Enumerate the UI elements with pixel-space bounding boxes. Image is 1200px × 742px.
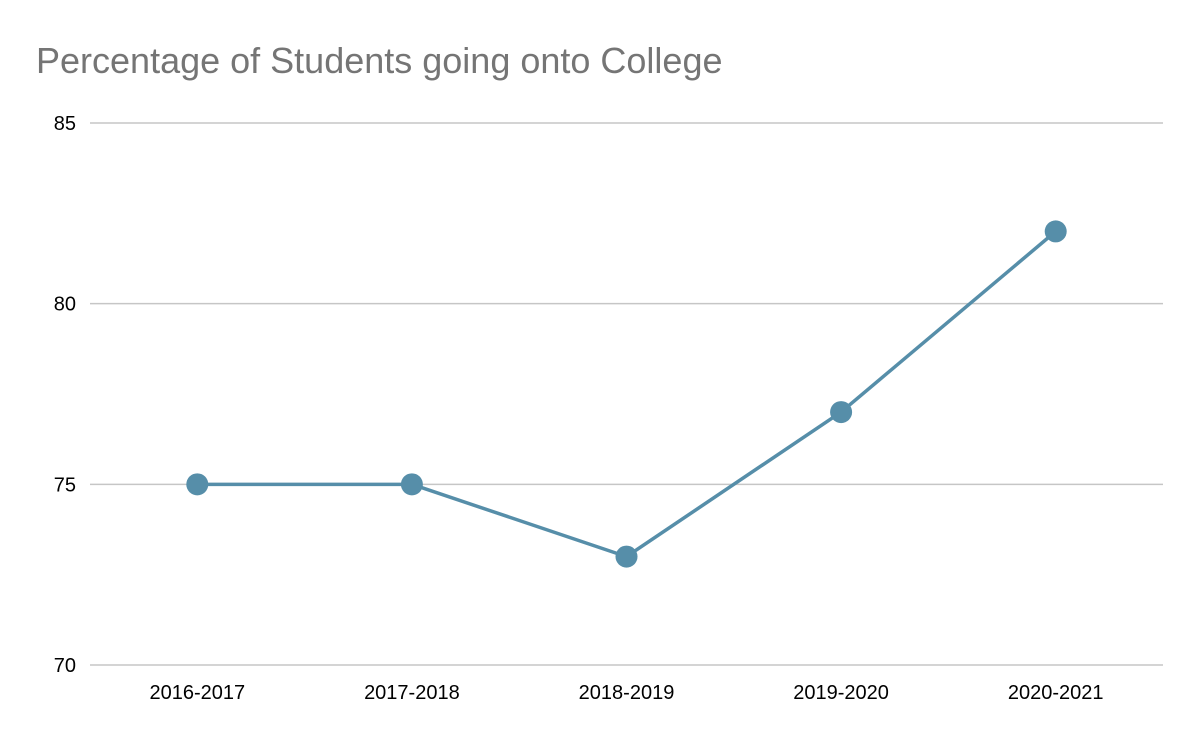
data-point — [1044, 220, 1067, 243]
data-point — [830, 401, 853, 424]
y-tick-label: 70 — [54, 655, 76, 677]
y-tick-label: 85 — [54, 113, 76, 135]
series-line — [195, 229, 1058, 559]
x-tick-label: 2016-2017 — [149, 682, 245, 704]
y-axis-tick-labels: 70 75 80 85 — [54, 113, 76, 677]
gridlines — [90, 122, 1163, 666]
series-layer — [186, 220, 1067, 568]
x-tick-label: 2017-2018 — [364, 682, 460, 704]
chart-title: Percentage of Students going onto Colleg… — [36, 40, 723, 81]
data-point — [615, 545, 638, 568]
y-tick-label: 75 — [54, 474, 76, 496]
data-point — [186, 473, 209, 496]
y-tick-label: 80 — [54, 294, 76, 316]
x-tick-label: 2018-2019 — [579, 682, 675, 704]
x-tick-label: 2020-2021 — [1008, 682, 1104, 704]
data-point — [400, 473, 423, 496]
x-axis-tick-labels: 2016-2017 2017-2018 2018-2019 2019-2020 2020… — [149, 682, 1103, 704]
x-tick-label: 2019-2020 — [793, 682, 889, 704]
